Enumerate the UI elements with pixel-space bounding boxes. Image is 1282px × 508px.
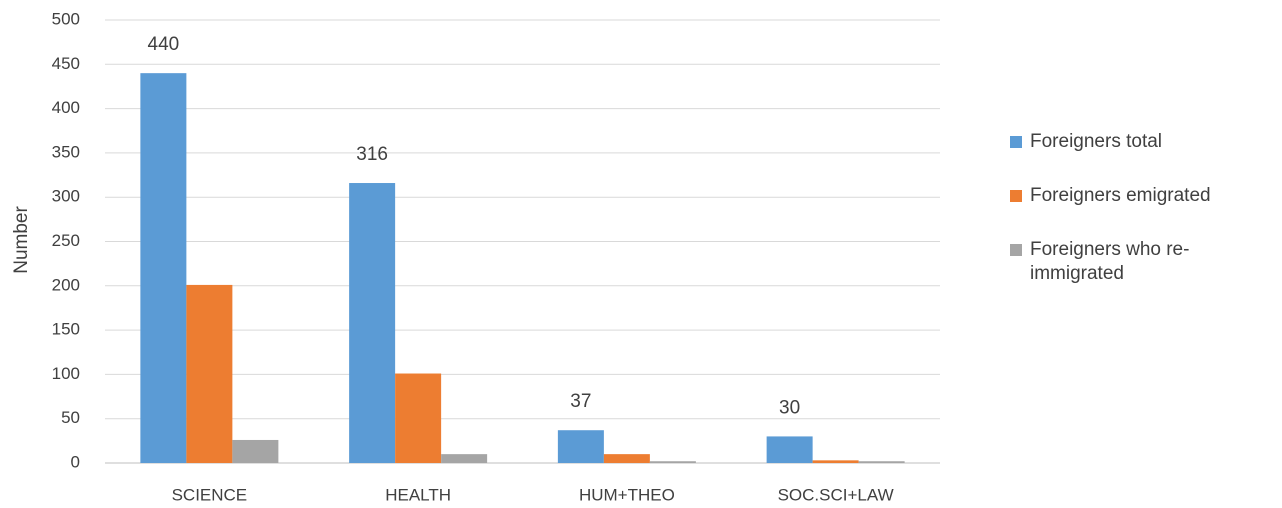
- data-label: 440: [148, 34, 180, 55]
- bar: [603, 454, 650, 463]
- legend-swatch: [1010, 190, 1022, 202]
- y-tick-label: 500: [52, 9, 80, 28]
- legend-label: Foreigners total: [1030, 131, 1163, 152]
- data-label: 37: [570, 391, 591, 412]
- y-tick-label: 250: [52, 231, 80, 250]
- legend-item: Foreigners total: [1010, 130, 1280, 154]
- legend-swatch: [1010, 136, 1022, 148]
- legend-item: Foreigners who re-immigrated: [1010, 238, 1280, 286]
- legend-label: Foreigners who re-immigrated: [1030, 239, 1190, 284]
- x-tick-label: SCIENCE: [172, 485, 248, 504]
- x-tick-label: HUM+THEO: [579, 485, 675, 504]
- y-tick-label: 400: [52, 98, 80, 117]
- legend-item: Foreigners emigrated: [1010, 184, 1280, 208]
- y-tick-label: 200: [52, 275, 80, 294]
- y-tick-label: 300: [52, 187, 80, 206]
- data-label: 316: [356, 144, 388, 165]
- legend-swatch: [1010, 244, 1022, 256]
- y-tick-label: 50: [61, 408, 80, 427]
- legend-label: Foreigners emigrated: [1030, 185, 1211, 206]
- bar: [232, 439, 279, 463]
- data-label: 30: [779, 397, 800, 418]
- bar: [766, 436, 813, 463]
- bar: [812, 460, 859, 463]
- bar: [649, 461, 696, 463]
- bar: [858, 461, 905, 463]
- x-tick-label: SOC.SCI+LAW: [778, 485, 894, 504]
- legend: Foreigners total Foreigners emigrated Fore…: [1010, 130, 1280, 316]
- y-tick-label: 450: [52, 54, 80, 73]
- bar: [140, 73, 187, 463]
- y-axis-label: Number: [11, 206, 32, 274]
- x-tick-label: HEALTH: [385, 485, 451, 504]
- bar: [395, 373, 442, 463]
- bar: [557, 430, 604, 463]
- y-tick-label: 150: [52, 320, 80, 339]
- y-tick-label: 350: [52, 142, 80, 161]
- y-tick-label: 0: [71, 452, 80, 471]
- bar: [186, 284, 233, 463]
- bar: [441, 454, 488, 463]
- y-tick-label: 100: [52, 364, 80, 383]
- bar: [349, 183, 396, 464]
